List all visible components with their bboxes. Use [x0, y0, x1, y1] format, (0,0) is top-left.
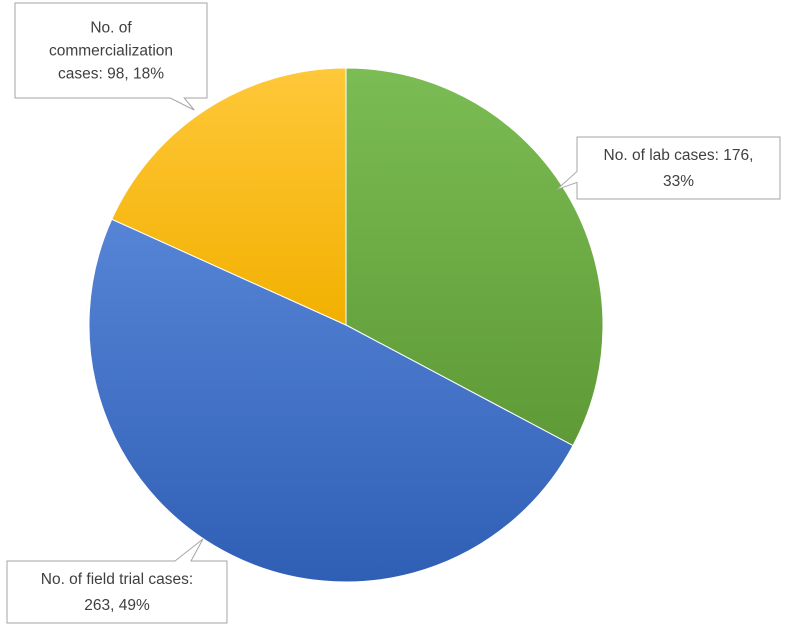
data-label-callouts: No. of lab cases: 176, 33% No. of field tr…: [6, 2, 781, 624]
callout-no-of-field-trial-cases: No. of field trial cases: 263, 49%: [6, 538, 228, 624]
callout-box: [14, 2, 208, 111]
callout-no-of-commercialization-cases: No. of commercialization cases: 98, 18%: [14, 2, 208, 111]
pie-slice-no-of-lab-cases: [345, 67, 604, 447]
data-label-text: cases: 98, 18%: [58, 66, 164, 83]
pie-slice-no-of-commercialization-cases: [111, 67, 347, 326]
data-label-text: 263, 49%: [84, 597, 150, 614]
callout-box: [556, 136, 781, 200]
callout-box: [6, 538, 228, 624]
data-label-text: No. of: [90, 20, 132, 37]
data-label-text: 33%: [663, 173, 694, 190]
pie-slice-no-of-field-trial-cases: [88, 218, 574, 583]
callout-no-of-lab-cases: No. of lab cases: 176, 33%: [556, 136, 781, 200]
data-label-text: No. of field trial cases:: [41, 571, 193, 588]
data-label-text: No. of lab cases: 176,: [604, 147, 754, 164]
pie-slices: [88, 67, 604, 583]
data-label-text: commercialization: [49, 43, 173, 60]
